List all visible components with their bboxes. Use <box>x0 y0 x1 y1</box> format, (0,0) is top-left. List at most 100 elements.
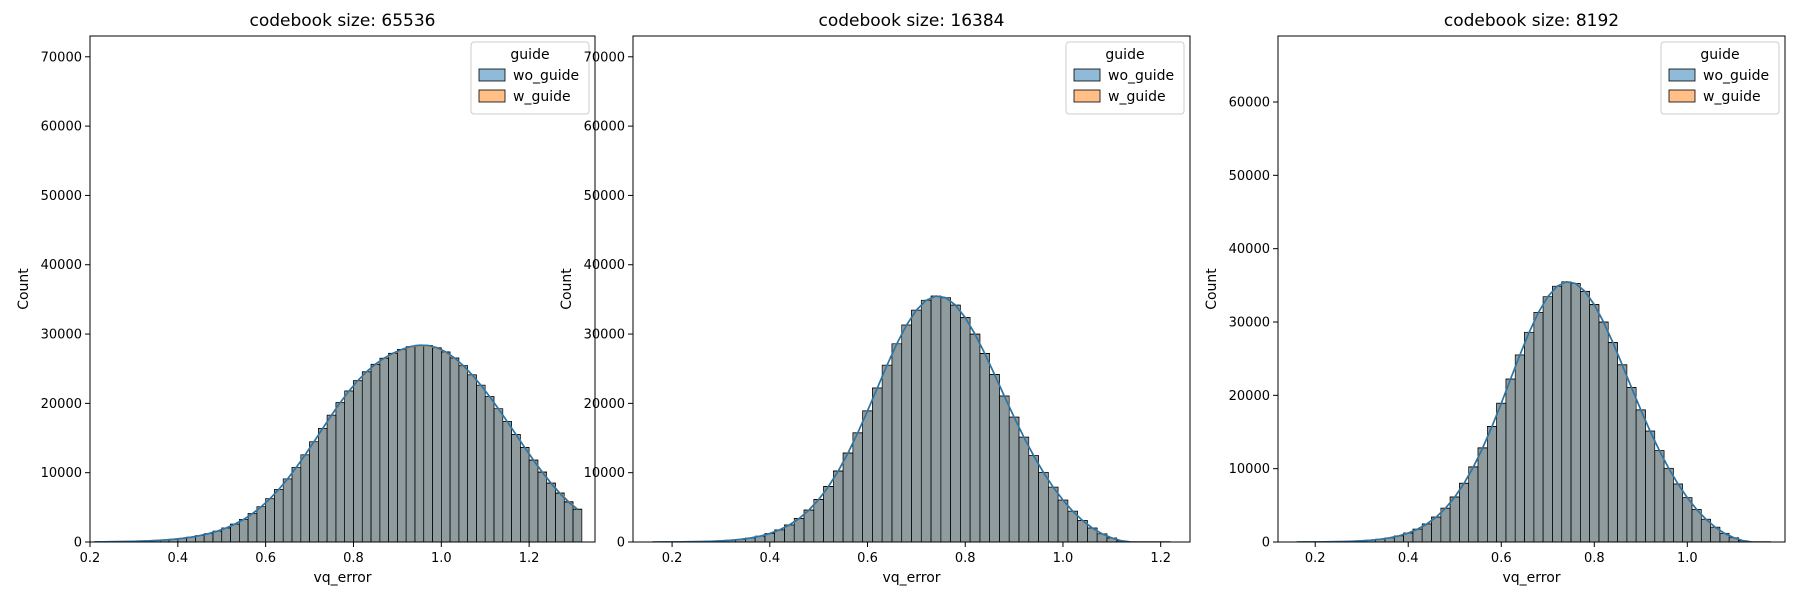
x-tick-label: 0.2 <box>80 551 101 566</box>
bar-wo-guide <box>528 459 539 542</box>
bar-wo-guide <box>1440 508 1451 542</box>
bar-wo-guide <box>1561 281 1572 542</box>
legend: guide wo_guide w_guide <box>1065 41 1185 115</box>
bar-wo-guide <box>1468 466 1479 542</box>
legend-swatch-wo-guide <box>1668 68 1696 82</box>
bar-wo-guide <box>239 519 249 542</box>
chart-title: codebook size: 65536 <box>249 11 435 31</box>
legend-label-w-guide: w_guide <box>1703 89 1761 105</box>
axes-frame <box>89 35 596 543</box>
kde-line-wo-guide <box>652 295 1171 542</box>
bar-wo-guide <box>458 365 468 542</box>
x-axis-label: vq_error <box>882 570 940 586</box>
y-tick-label: 50000 <box>584 189 625 204</box>
y-tick-label: 10000 <box>41 466 82 481</box>
y-tick-label: 20000 <box>41 397 82 412</box>
y-tick-label: 60000 <box>41 120 82 135</box>
bar-wo-guide <box>1028 455 1039 542</box>
legend-title: guide <box>510 47 549 63</box>
y-tick-label: 70000 <box>41 50 82 65</box>
x-tick-label: 0.2 <box>662 551 683 566</box>
bar-wo-guide <box>1067 510 1078 542</box>
y-tick-label: 20000 <box>1229 389 1270 404</box>
legend-label-wo-guide: wo_guide <box>1703 68 1769 84</box>
bar-wo-guide <box>920 299 932 542</box>
bar-wo-guide <box>1654 450 1665 542</box>
bar-wo-guide <box>423 345 433 542</box>
bar-wo-guide <box>960 317 971 542</box>
bar-wo-guide <box>881 364 893 542</box>
bar-wo-guide <box>1580 291 1590 542</box>
x-tick-label: 0.8 <box>1584 551 1605 566</box>
bar-wo-guide <box>833 470 844 542</box>
plot-area <box>90 344 583 542</box>
legend-swatch-w-guide <box>1073 89 1101 103</box>
bar-wo-guide <box>537 472 547 542</box>
y-tick-label: 50000 <box>1229 169 1270 184</box>
y-axis-label: Count <box>559 268 575 310</box>
bar-wo-guide <box>318 427 328 542</box>
bar-wo-guide <box>1663 468 1674 542</box>
bar-wo-guide <box>1552 285 1563 542</box>
bar-wo-guide <box>511 434 521 542</box>
y-tick-label: 0 <box>74 536 82 551</box>
bar-wo-guide <box>1691 509 1702 542</box>
bar-wo-guide <box>862 410 873 542</box>
y-tick-label: 0 <box>617 536 625 551</box>
bar-wo-guide <box>1057 499 1069 542</box>
bar-wo-guide <box>309 441 319 542</box>
x-axis-label: vq_error <box>313 570 371 586</box>
x-tick-label: 0.6 <box>857 551 878 566</box>
legend-label-wo-guide: wo_guide <box>513 68 579 84</box>
y-tick-label: 60000 <box>1229 96 1270 111</box>
bar-wo-guide <box>432 347 442 542</box>
x-tick-label: 0.6 <box>1491 551 1512 566</box>
bar-wo-guide <box>979 353 990 542</box>
bar-wo-guide <box>1617 364 1628 542</box>
x-tick-label: 0.8 <box>343 551 364 566</box>
bar-wo-guide <box>379 357 389 542</box>
bar-wo-guide <box>930 295 942 542</box>
chart-2: 0.2 0.4 0.6 0.8 1.0 1.2 0 10000 20000 30000 40000 5… <box>559 11 1191 586</box>
legend-swatch-w-guide <box>478 89 506 103</box>
bar-wo-guide <box>1449 496 1460 542</box>
plot-area <box>652 295 1171 542</box>
bar-wo-guide <box>388 352 398 542</box>
y-axis-label: Count <box>16 268 32 310</box>
bar-wo-guide <box>1459 483 1470 542</box>
bar-wo-guide <box>493 408 504 542</box>
bar-wo-guide <box>221 527 231 542</box>
bar-wo-guide <box>572 509 583 542</box>
bar-wo-guide <box>520 447 530 542</box>
bar-wo-guide <box>344 390 354 542</box>
bar-wo-guide <box>852 432 863 542</box>
y-axis-label: Count <box>1204 268 1220 310</box>
y-tick-label: 10000 <box>1229 462 1270 477</box>
bar-wo-guide <box>265 498 275 542</box>
bar-wo-guide <box>1496 403 1507 542</box>
chart-title: codebook size: 16384 <box>818 11 1004 31</box>
bar-wo-guide <box>969 333 981 542</box>
bar-wo-guide <box>476 384 486 542</box>
y-tick-label: 30000 <box>41 328 82 343</box>
x-tick-label: 1.0 <box>431 551 452 566</box>
bar-wo-guide <box>361 371 372 542</box>
x-tick-label: 1.0 <box>1053 551 1074 566</box>
bar-wo-guide <box>1487 426 1497 542</box>
legend-swatch-wo-guide <box>478 68 506 82</box>
bar-wo-guide <box>911 309 922 542</box>
plot-area <box>1296 280 1772 542</box>
bar-wo-guide <box>247 513 258 542</box>
y-tick-label: 0 <box>1262 536 1270 551</box>
chart-title: codebook size: 8192 <box>1444 11 1619 31</box>
bar-wo-guide <box>300 454 310 542</box>
axes-frame <box>1277 35 1786 543</box>
kde-line-wo-guide <box>1296 280 1772 542</box>
legend-label-wo-guide: wo_guide <box>1108 68 1174 84</box>
legend-label-w-guide: w_guide <box>1108 89 1166 105</box>
bar-wo-guide <box>1514 354 1525 542</box>
bar-wo-guide <box>793 518 805 542</box>
bar-wo-guide <box>256 506 266 542</box>
